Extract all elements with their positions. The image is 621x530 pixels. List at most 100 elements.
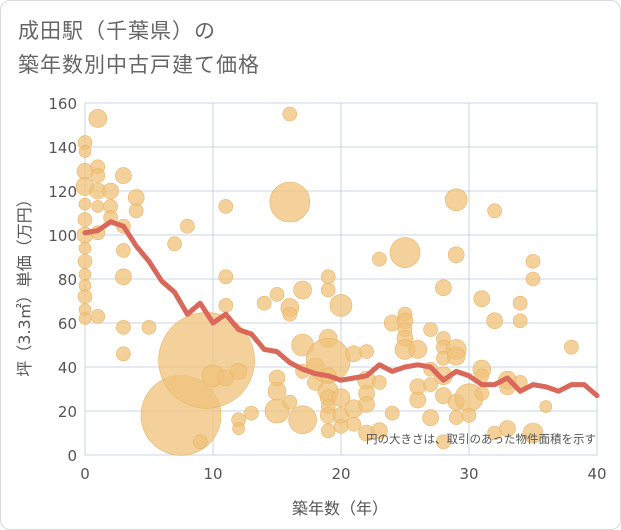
x-axis-label: 築年数（年） [292, 499, 388, 518]
data-bubble [293, 280, 312, 300]
data-bubble [167, 236, 182, 252]
data-bubble [77, 212, 93, 227]
data-bubble [522, 422, 544, 444]
data-bubble [474, 386, 490, 401]
data-bubble [486, 312, 503, 330]
data-bubble [320, 423, 336, 439]
data-bubble [102, 182, 119, 200]
data-bubble [423, 322, 438, 337]
data-bubble [372, 375, 387, 390]
data-bubble [320, 282, 336, 298]
data-bubble [512, 295, 528, 311]
data-bubble [358, 396, 375, 413]
tick-labels: 0 20 40 60 80 100 120 140 160 0 10 20 30 40 [48, 95, 606, 483]
trend-line [82, 219, 600, 399]
data-bubble [141, 320, 157, 335]
data-bubble [409, 391, 427, 409]
data-bubble [115, 167, 132, 184]
title-line-2: 築年数別中古戸建て価格 [18, 53, 260, 77]
x-tick-label: 40 [587, 465, 606, 483]
data-bubble [499, 420, 516, 437]
data-bubble [256, 295, 272, 311]
y-tick-label: 100 [48, 227, 77, 245]
data-bubble [90, 168, 106, 183]
data-bubble [372, 251, 387, 267]
data-bubble [525, 271, 541, 287]
y-axis-label: 坪（3.3㎡）単価（万円） [15, 191, 34, 376]
data-bubble [371, 422, 388, 440]
data-bubble [116, 346, 131, 362]
data-bubble [346, 416, 362, 432]
data-bubble [461, 408, 477, 423]
bubble-layer [75, 106, 579, 456]
data-bubble [435, 279, 452, 297]
data-bubble [180, 218, 195, 234]
data-bubble [192, 434, 208, 450]
title-line-1: 成田駅（千葉県）の [18, 19, 216, 43]
data-bubble [115, 268, 132, 286]
y-tick-label: 0 [67, 447, 77, 465]
data-bubble [78, 241, 92, 255]
data-bubble [230, 363, 247, 380]
data-bubble [269, 181, 311, 223]
y-tick-label: 80 [58, 271, 77, 289]
data-bubble [384, 405, 400, 421]
data-bubble [512, 313, 528, 329]
data-bubble [264, 398, 290, 424]
data-bubble [288, 405, 317, 435]
data-bubble [78, 145, 92, 158]
bubble-size-note: 円の大きさは、取引のあった物件面積を示す [366, 432, 596, 446]
data-bubble [447, 246, 465, 264]
data-bubble [244, 405, 259, 421]
data-bubble [116, 243, 131, 258]
data-bubble [329, 294, 353, 317]
data-bubble [446, 346, 466, 366]
data-bubble [525, 254, 541, 269]
data-bubble [282, 394, 298, 410]
data-bubble [422, 409, 439, 426]
data-bubble [232, 422, 245, 435]
data-bubble [408, 340, 428, 359]
data-bubble [320, 269, 336, 285]
data-bubble [444, 188, 468, 212]
data-bubble [91, 200, 105, 213]
data-bubble [539, 400, 553, 413]
y-tick-label: 120 [48, 183, 77, 201]
data-bubble [78, 312, 92, 325]
data-bubble [77, 289, 93, 304]
data-bubble [282, 106, 298, 122]
data-bubble [267, 381, 287, 401]
data-bubble [436, 434, 451, 450]
y-tick-label: 160 [48, 95, 77, 113]
data-bubble [218, 269, 234, 285]
data-bubble [218, 298, 234, 313]
data-bubble [77, 254, 93, 269]
y-tick-label: 40 [58, 359, 77, 377]
data-bubble [359, 344, 374, 359]
x-tick-label: 0 [80, 465, 90, 483]
y-tick-label: 60 [58, 315, 77, 333]
data-bubble [448, 410, 464, 425]
data-bubble [269, 287, 285, 302]
data-bubble [473, 290, 491, 308]
data-bubble [78, 197, 92, 211]
x-tick-label: 10 [203, 465, 222, 483]
data-bubble [158, 312, 255, 409]
data-bubble [333, 419, 349, 434]
data-bubble [90, 309, 106, 324]
data-bubble [389, 237, 421, 268]
y-tick-label: 140 [48, 139, 77, 157]
data-bubble [331, 388, 351, 408]
data-bubble [218, 199, 234, 214]
data-bubble [487, 203, 502, 219]
data-bubble [116, 320, 131, 335]
data-bubble [127, 189, 145, 206]
chart-title: 成田駅（千葉県）の 築年数別中古戸建て価格 [18, 14, 260, 82]
data-bubble [78, 268, 92, 281]
data-bubble [88, 109, 108, 128]
data-bubble [345, 345, 363, 363]
y-tick-label: 20 [58, 403, 77, 421]
data-bubble [423, 377, 438, 392]
